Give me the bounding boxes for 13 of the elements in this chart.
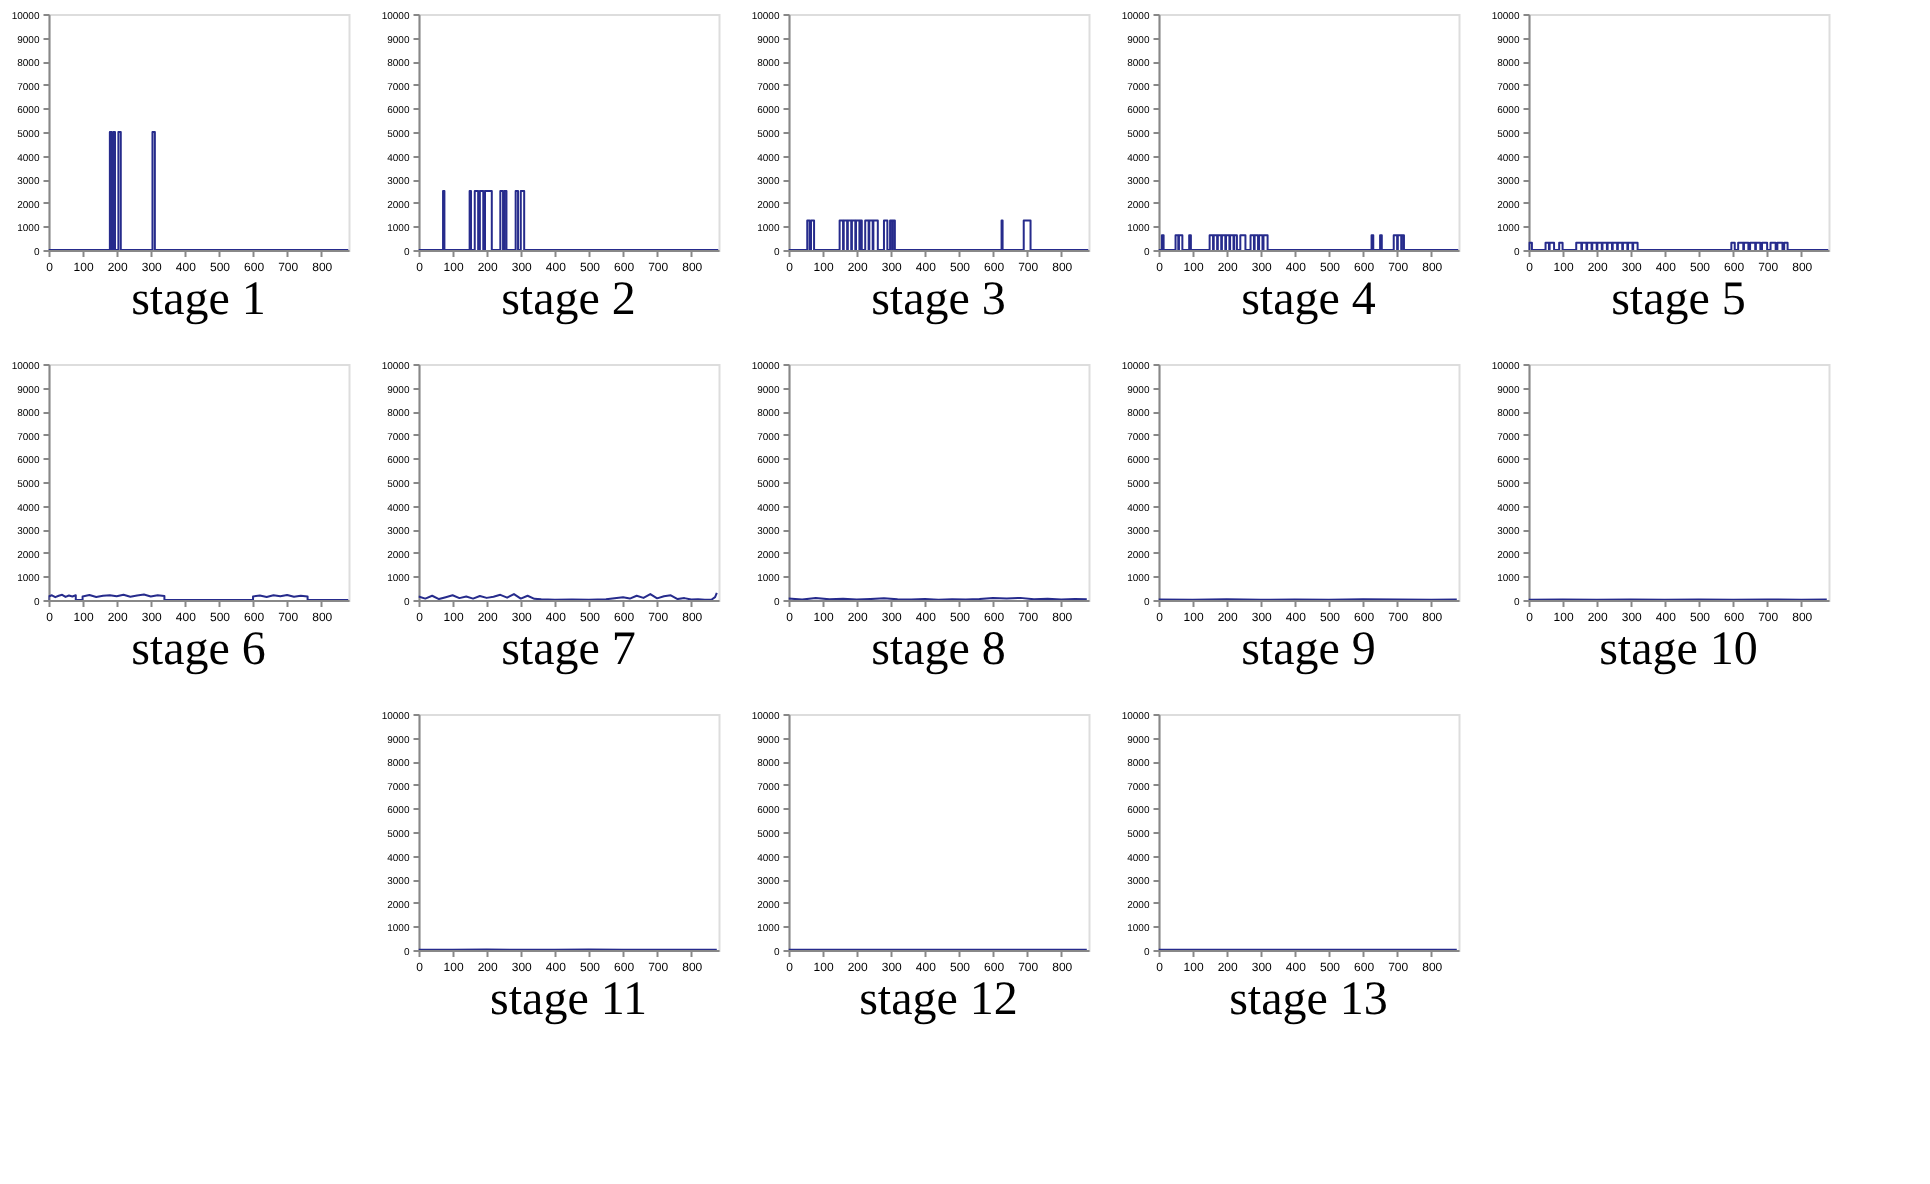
text: stage 2	[501, 274, 636, 326]
text: stage 13	[1229, 974, 1388, 1026]
text: stage 11	[490, 974, 647, 1026]
text: stage 6	[131, 624, 266, 676]
text: stage 10	[1599, 624, 1758, 676]
text: stage 8	[871, 624, 1006, 676]
text: stage 4	[1241, 274, 1376, 326]
text: stage 12	[859, 974, 1018, 1026]
text: stage 1	[131, 274, 266, 326]
text: stage 3	[871, 274, 1006, 326]
text: stage 9	[1241, 624, 1376, 676]
text: stage 5	[1611, 274, 1746, 326]
text: stage 7	[501, 624, 636, 676]
